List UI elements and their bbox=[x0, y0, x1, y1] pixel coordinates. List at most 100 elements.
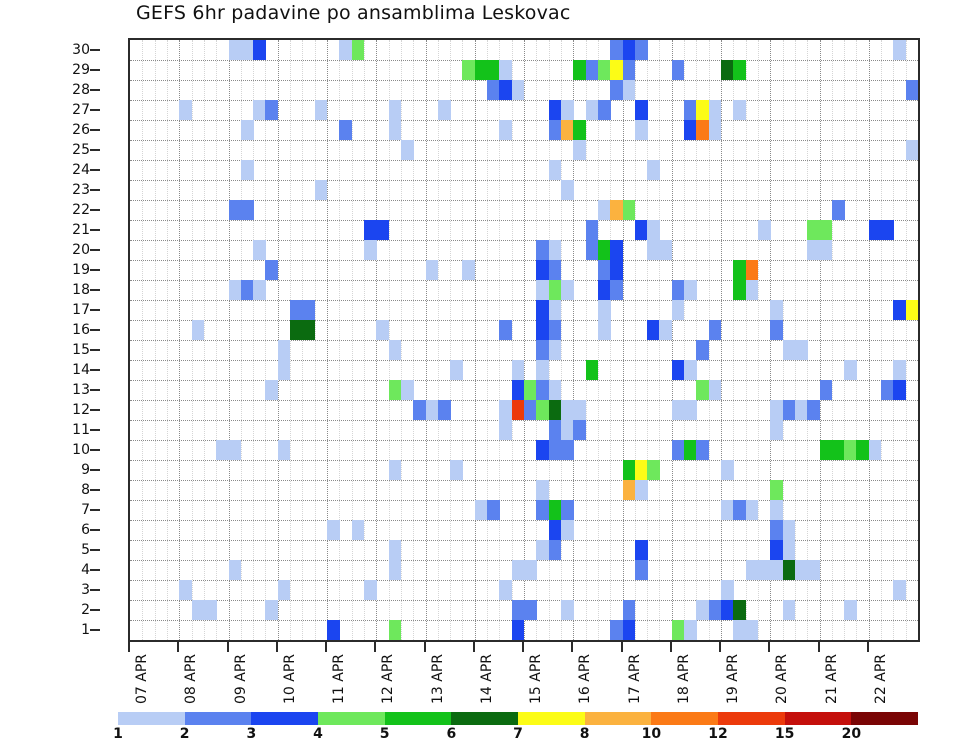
heatmap-cell bbox=[536, 340, 550, 361]
heatmap-cell bbox=[437, 100, 451, 121]
heatmap-cell bbox=[216, 440, 229, 461]
heatmap-cell bbox=[745, 260, 759, 281]
y-axis-tick-mark bbox=[90, 489, 100, 491]
heatmap-cell bbox=[191, 600, 205, 621]
y-axis-tick-mark bbox=[90, 589, 100, 591]
heatmap-cell bbox=[696, 340, 710, 361]
heatmap-cell bbox=[893, 40, 907, 61]
heatmap-cell bbox=[721, 600, 734, 621]
heatmap-cell bbox=[548, 260, 562, 281]
heatmap-cell bbox=[807, 220, 820, 241]
heatmap-cell bbox=[905, 300, 918, 321]
x-axis-tick-mark bbox=[571, 642, 574, 652]
heatmap-cell bbox=[560, 520, 574, 541]
y-axis-tick-label: 14 bbox=[72, 362, 90, 378]
colorbar-segment bbox=[118, 712, 185, 725]
heatmap-cell bbox=[733, 600, 747, 621]
heatmap-cell bbox=[376, 320, 389, 341]
x-axis-tick-label: 20 APR bbox=[774, 654, 791, 705]
heatmap-cell bbox=[560, 400, 574, 421]
heatmap-cell bbox=[548, 540, 562, 561]
colorbar-tick-label: 10 bbox=[641, 726, 662, 742]
x-axis-tick-mark bbox=[719, 642, 721, 652]
colorbar-tick-label: 5 bbox=[379, 726, 390, 742]
heatmap-cell bbox=[339, 40, 353, 61]
y-axis-tick-mark bbox=[90, 369, 100, 371]
heatmap-cell bbox=[388, 340, 402, 361]
heatmap-cell bbox=[696, 380, 710, 401]
x-axis-tick-label: 08 APR bbox=[183, 654, 200, 705]
heatmap-cell bbox=[585, 240, 599, 261]
x-axis-tick-mark bbox=[669, 642, 672, 652]
heatmap-cell bbox=[228, 440, 242, 461]
heatmap-cell bbox=[647, 320, 660, 341]
x-axis-tick-label: 16 APR bbox=[577, 654, 594, 705]
heatmap-cells bbox=[130, 40, 918, 640]
heatmap-cell bbox=[573, 140, 586, 161]
heatmap-cell bbox=[721, 500, 734, 521]
heatmap-cell bbox=[388, 540, 402, 561]
plot-area[interactable] bbox=[128, 38, 920, 642]
heatmap-cell bbox=[413, 400, 426, 421]
y-axis-tick-label: 15 bbox=[72, 342, 90, 358]
heatmap-cell bbox=[782, 600, 796, 621]
heatmap-cell bbox=[511, 360, 525, 381]
heatmap-cell bbox=[770, 540, 783, 561]
heatmap-cell bbox=[573, 420, 586, 441]
heatmap-cell bbox=[376, 220, 389, 241]
heatmap-cell bbox=[733, 500, 747, 521]
colorbar-legend bbox=[118, 712, 919, 725]
y-axis-tick-label: 17 bbox=[72, 302, 90, 318]
heatmap-cell bbox=[770, 300, 783, 321]
heatmap-cell bbox=[462, 60, 476, 81]
y-axis-tick-mark bbox=[90, 229, 100, 231]
heatmap-cell bbox=[536, 300, 550, 321]
y-axis-tick-label: 4 bbox=[81, 562, 90, 578]
heatmap-cell bbox=[622, 200, 636, 221]
x-axis-tick-label: 09 APR bbox=[232, 654, 249, 705]
heatmap-cell bbox=[745, 500, 759, 521]
heatmap-cell bbox=[770, 480, 783, 501]
heatmap-cell bbox=[708, 600, 722, 621]
x-axis-tick-mark bbox=[522, 642, 524, 652]
heatmap-cell bbox=[240, 200, 254, 221]
heatmap-cell bbox=[597, 300, 611, 321]
heatmap-cell bbox=[696, 440, 710, 461]
y-axis-tick-label: 5 bbox=[81, 542, 90, 558]
heatmap-cell bbox=[634, 480, 648, 501]
y-axis-tick-mark bbox=[90, 129, 100, 131]
colorbar-tick-label: 3 bbox=[246, 726, 257, 742]
heatmap-cell bbox=[240, 120, 254, 141]
y-axis-tick-mark bbox=[90, 529, 100, 531]
heatmap-cell bbox=[560, 600, 574, 621]
y-axis-tick-mark bbox=[90, 569, 100, 571]
y-axis-tick-label: 7 bbox=[81, 502, 90, 518]
x-axis-tick-mark bbox=[226, 642, 229, 652]
heatmap-cell bbox=[585, 100, 599, 121]
x-axis-tick-mark bbox=[817, 642, 820, 652]
heatmap-cell bbox=[610, 240, 623, 261]
heatmap-cell bbox=[868, 220, 882, 241]
heatmap-cell bbox=[253, 280, 266, 301]
heatmap-cell bbox=[499, 80, 513, 101]
heatmap-cell bbox=[708, 100, 722, 121]
y-axis-tick-label: 21 bbox=[72, 222, 90, 238]
heatmap-cell bbox=[450, 460, 463, 481]
heatmap-cell bbox=[819, 240, 833, 261]
x-axis-tick-label: 21 APR bbox=[823, 654, 840, 705]
heatmap-cell bbox=[536, 380, 550, 401]
heatmap-cell bbox=[548, 520, 562, 541]
heatmap-cell bbox=[511, 600, 525, 621]
heatmap-cell bbox=[671, 300, 685, 321]
y-axis-tick-label: 26 bbox=[72, 122, 90, 138]
heatmap-cell bbox=[807, 560, 820, 581]
heatmap-cell bbox=[363, 240, 377, 261]
heatmap-cell bbox=[253, 240, 266, 261]
heatmap-cell bbox=[610, 40, 623, 61]
heatmap-cell bbox=[573, 60, 586, 81]
y-axis-tick-mark bbox=[90, 69, 100, 71]
heatmap-cell bbox=[844, 440, 857, 461]
heatmap-cell bbox=[536, 480, 550, 501]
x-axis-tick-mark bbox=[128, 642, 130, 652]
